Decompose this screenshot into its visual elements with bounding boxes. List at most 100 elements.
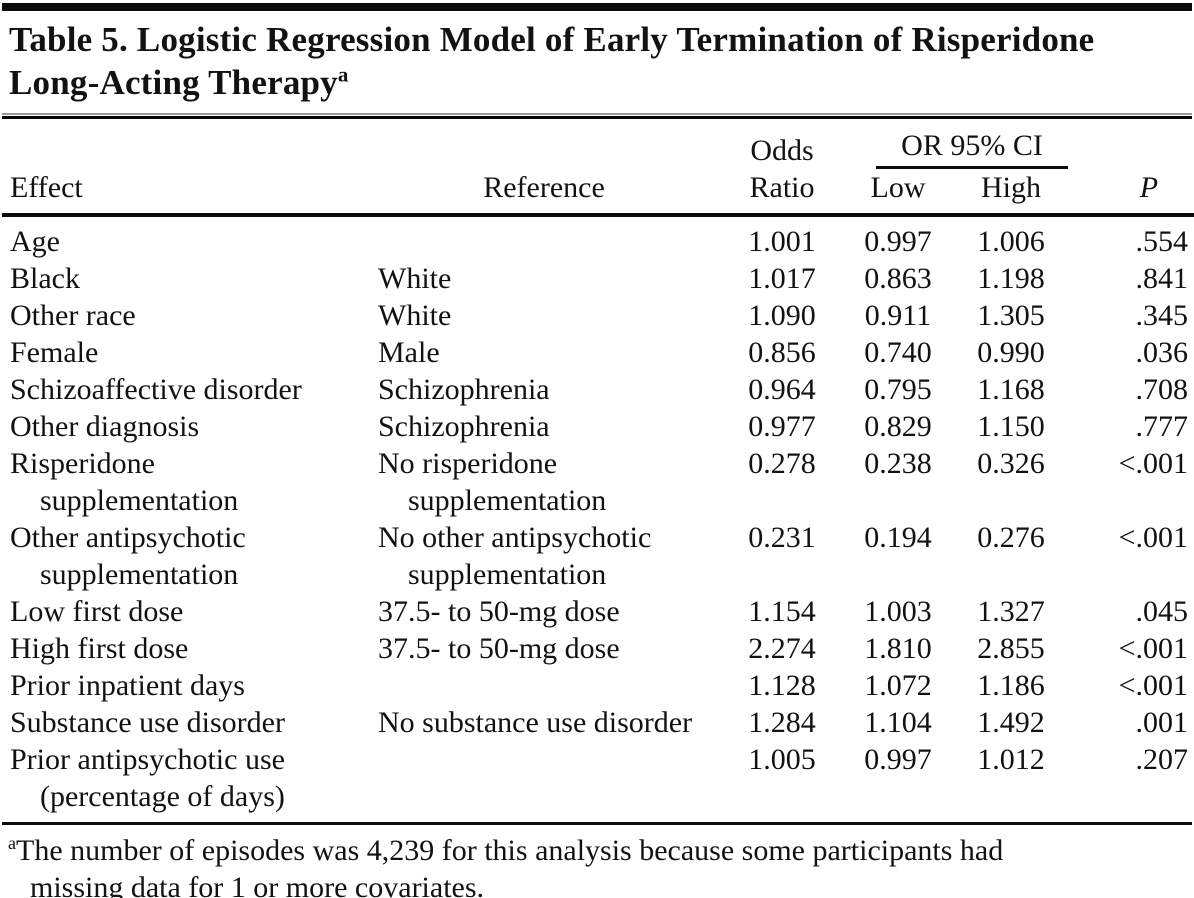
p-value-cell: <.001 bbox=[1118, 669, 1189, 702]
reference-cell: No risperidone supplementation bbox=[378, 447, 607, 517]
reference-cell bbox=[366, 741, 722, 822]
odds-ratio-cell: 1.154 bbox=[748, 595, 816, 628]
ci-low-cell: 0.829 bbox=[864, 410, 932, 443]
reference-cell: Male bbox=[378, 336, 440, 369]
effect-cell: Prior inpatient days bbox=[10, 669, 245, 702]
reference-cell: White bbox=[378, 299, 452, 332]
odds-ratio-header-line2: Ratio bbox=[722, 169, 842, 217]
ci-low-cell: 1.810 bbox=[864, 632, 932, 665]
odds-ratio-cell: 0.856 bbox=[748, 336, 816, 369]
odds-ratio-cell: 1.090 bbox=[748, 299, 816, 332]
effect-cell: Other diagnosis bbox=[10, 410, 200, 443]
reference-column-header: Reference bbox=[366, 169, 722, 217]
ci-low-cell: 1.072 bbox=[864, 669, 932, 702]
reference-cell: No other antipsychotic supplementation bbox=[378, 521, 652, 591]
table-title: Table 5. Logistic Regression Model of Ea… bbox=[9, 18, 1192, 104]
p-value-cell: .207 bbox=[1135, 743, 1189, 776]
effect-cell: Other race bbox=[10, 299, 136, 332]
odds-ratio-cell: 0.977 bbox=[748, 410, 816, 443]
p-value-cell: .001 bbox=[1135, 706, 1189, 739]
ci-low-cell: 0.740 bbox=[864, 336, 932, 369]
table-row: Other antipsychotic supplementation No ot… bbox=[2, 519, 1194, 593]
effect-cell: Schizoaffective disorder bbox=[10, 373, 302, 406]
ci-high-cell: 0.990 bbox=[977, 336, 1045, 369]
p-value-cell: .777 bbox=[1135, 410, 1189, 443]
title-divider-rule bbox=[2, 113, 1192, 119]
ci-high-cell: 2.855 bbox=[977, 632, 1045, 665]
odds-ratio-cell: 1.284 bbox=[748, 706, 816, 739]
reference-cell: No substance use disorder bbox=[378, 706, 693, 739]
table-row: Prior antipsychotic use (percentage of d… bbox=[2, 741, 1194, 822]
p-value-cell: .036 bbox=[1135, 336, 1189, 369]
effect-cell: Age bbox=[10, 225, 60, 258]
table-row: Schizoaffective disorder Schizophrenia 0.9… bbox=[2, 371, 1194, 408]
p-value-cell: <.001 bbox=[1118, 447, 1189, 480]
odds-ratio-cell: 1.128 bbox=[748, 669, 816, 702]
p-value-cell: .708 bbox=[1135, 373, 1189, 406]
reference-cell: Schizophrenia bbox=[378, 373, 550, 406]
table-row: Other race White 1.090 0.911 1.305 .345 bbox=[2, 297, 1194, 334]
p-column-header: P bbox=[1068, 169, 1194, 217]
header-spacer-effect bbox=[2, 119, 366, 169]
odds-ratio-cell: 1.017 bbox=[748, 262, 816, 295]
p-value-cell: .345 bbox=[1135, 299, 1189, 332]
reference-cell: 37.5- to 50-mg dose bbox=[378, 632, 620, 665]
table-row: Substance use disorder No substance use d… bbox=[2, 704, 1194, 741]
table-row: Low first dose 37.5- to 50-mg dose 1.154 1.… bbox=[2, 593, 1194, 630]
reference-cell: White bbox=[378, 262, 452, 295]
odds-ratio-cell: 0.231 bbox=[748, 521, 816, 554]
ci-high-cell: 1.492 bbox=[977, 706, 1045, 739]
ci-low-cell: 0.997 bbox=[864, 225, 932, 258]
p-value-cell: .554 bbox=[1135, 225, 1189, 258]
ci-high-cell: 1.186 bbox=[977, 669, 1045, 702]
table-row: Age 1.001 0.997 1.006 .554 bbox=[2, 215, 1194, 260]
ci-high-cell: 1.168 bbox=[977, 373, 1045, 406]
ci-low-cell: 0.997 bbox=[864, 743, 932, 776]
ci-low-cell: 0.911 bbox=[864, 299, 932, 332]
odds-ratio-cell: 0.278 bbox=[748, 447, 816, 480]
footnote-text: The number of episodes was 4,239 for thi… bbox=[16, 834, 1004, 898]
footnote-marker: a bbox=[8, 833, 16, 853]
ci-high-cell: 1.006 bbox=[977, 225, 1045, 258]
effect-cell: Prior antipsychotic use (percentage of d… bbox=[10, 743, 285, 813]
ci-high-cell: 1.150 bbox=[977, 410, 1045, 443]
header-row-bottom: Effect Reference Ratio Low High P bbox=[2, 169, 1194, 217]
table-row: Female Male 0.856 0.740 0.990 .036 bbox=[2, 334, 1194, 371]
table-header: Odds OR 95% CI Effect Reference Ratio Lo… bbox=[2, 119, 1194, 217]
effect-column-header: Effect bbox=[2, 169, 366, 217]
reference-cell bbox=[366, 667, 722, 704]
odds-ratio-cell: 1.001 bbox=[748, 225, 816, 258]
p-value-cell: <.001 bbox=[1118, 521, 1189, 554]
ci-high-cell: 1.327 bbox=[977, 595, 1045, 628]
table-row: Prior inpatient days 1.128 1.072 1.186 <.001 bbox=[2, 667, 1194, 704]
odds-ratio-cell: 1.005 bbox=[748, 743, 816, 776]
effect-cell: Female bbox=[10, 336, 99, 369]
ci-low-cell: 1.104 bbox=[864, 706, 932, 739]
ci-low-cell: 0.863 bbox=[864, 262, 932, 295]
table-row: High first dose 37.5- to 50-mg dose 2.274 1… bbox=[2, 630, 1194, 667]
p-value-cell: .045 bbox=[1135, 595, 1189, 628]
reference-cell bbox=[366, 215, 722, 260]
reference-cell: 37.5- to 50-mg dose bbox=[378, 595, 620, 628]
ci-high-column-header: High bbox=[954, 169, 1069, 217]
table-row: Other diagnosis Schizophrenia 0.977 0.829 1.… bbox=[2, 408, 1194, 445]
ci-low-cell: 0.238 bbox=[864, 447, 932, 480]
odds-ratio-cell: 0.964 bbox=[748, 373, 816, 406]
header-row-top: Odds OR 95% CI bbox=[2, 119, 1194, 169]
ci-high-cell: 0.326 bbox=[977, 447, 1045, 480]
effect-cell: Risperidone supplementation bbox=[10, 447, 239, 517]
odds-ratio-header-line1: Odds bbox=[750, 134, 814, 167]
reference-cell: Schizophrenia bbox=[378, 410, 550, 443]
effect-cell: High first dose bbox=[10, 632, 189, 665]
ci-high-cell: 1.198 bbox=[977, 262, 1045, 295]
ci-low-cell: 0.194 bbox=[864, 521, 932, 554]
top-rule bbox=[2, 3, 1192, 11]
ci-low-cell: 1.003 bbox=[864, 595, 932, 628]
logistic-regression-table: Odds OR 95% CI Effect Reference Ratio Lo… bbox=[2, 119, 1194, 822]
effect-cell: Low first dose bbox=[10, 595, 184, 628]
p-value-cell: .841 bbox=[1135, 262, 1189, 295]
table-row: Risperidone supplementation No risperidon… bbox=[2, 445, 1194, 519]
footnote-divider-rule bbox=[2, 822, 1192, 825]
ci-high-cell: 1.012 bbox=[977, 743, 1045, 776]
